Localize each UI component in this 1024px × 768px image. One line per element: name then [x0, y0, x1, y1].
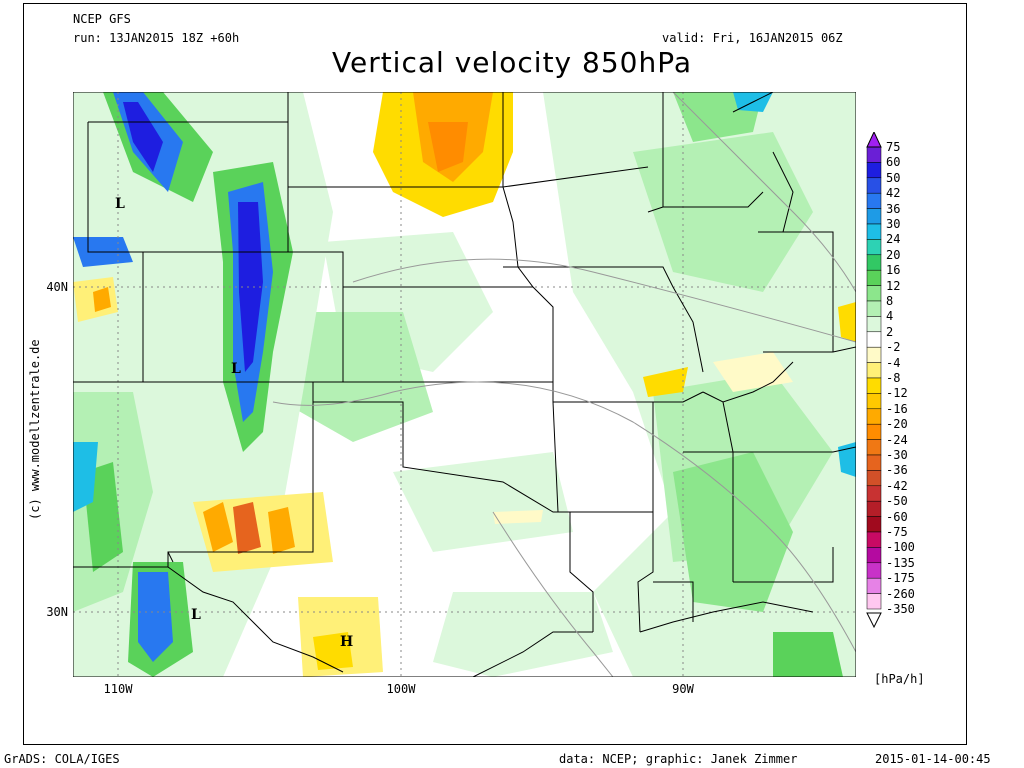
colorbar-cell — [866, 208, 882, 225]
lon-label-110w: 110W — [103, 682, 133, 696]
colorbar-label: -135 — [886, 555, 915, 570]
colorbar-label: -100 — [886, 540, 915, 555]
colorbar-cell — [866, 254, 882, 271]
colorbar-cell — [866, 316, 882, 333]
colorbar-label: -260 — [886, 586, 915, 601]
colorbar-top-arrow — [866, 132, 882, 148]
lon-label-100w: 100W — [386, 682, 416, 696]
colorbar-label: -20 — [886, 417, 908, 432]
colorbar-label: 42 — [886, 186, 901, 201]
colorbar-label: 24 — [886, 232, 901, 247]
colorbar-units: [hPa/h] — [874, 672, 925, 686]
colorbar-label: 36 — [886, 201, 901, 216]
colorbar-cell — [866, 423, 882, 440]
run-time: run: 13JAN2015 18Z +60h — [73, 31, 240, 45]
colorbar-label: 4 — [886, 309, 894, 324]
colorbar-cell — [866, 470, 882, 487]
colorbar-cell — [866, 269, 882, 286]
colorbar-label: -60 — [886, 509, 908, 524]
colorbar — [866, 132, 882, 628]
colorbar-label: 16 — [886, 263, 901, 278]
colorbar-cell — [866, 177, 882, 194]
footer-software: GrADS: COLA/IGES — [4, 752, 120, 766]
colorbar-cell — [866, 485, 882, 502]
colorbar-label: -16 — [886, 401, 908, 416]
velocity-map: L L L H — [73, 92, 856, 677]
colorbar-cell — [866, 408, 882, 425]
colorbar-label: -12 — [886, 386, 908, 401]
colorbar-cell — [866, 531, 882, 548]
colorbar-cell — [866, 300, 882, 317]
colorbar-label: -350 — [886, 602, 915, 616]
lat-label-30n: 30N — [46, 605, 68, 619]
colorbar-label: -175 — [886, 571, 915, 586]
colorbar-bottom-arrow — [866, 612, 882, 628]
colorbar-label: -50 — [886, 494, 908, 509]
colorbar-cell — [866, 593, 882, 610]
lon-label-90w: 90W — [672, 682, 694, 696]
colorbar-label: -42 — [886, 478, 908, 493]
colorbar-label: -36 — [886, 463, 908, 478]
colorbar-cell — [866, 239, 882, 256]
colorbar-cell — [866, 146, 882, 163]
model-name: NCEP GFS — [73, 12, 131, 26]
colorbar-label: 20 — [886, 247, 901, 262]
colorbar-label: 2 — [886, 324, 894, 339]
colorbar-cell — [866, 346, 882, 363]
colorbar-label: 8 — [886, 294, 894, 308]
colorbar-cell — [866, 223, 882, 240]
colorbar-label: -8 — [886, 371, 901, 385]
colorbar-label: 75 — [886, 140, 901, 154]
low-marker-2: L — [231, 361, 241, 377]
colorbar-cell — [866, 162, 882, 179]
colorbar-cell — [866, 393, 882, 410]
colorbar-cell — [866, 454, 882, 471]
isolines — [272, 92, 856, 677]
colorbar-cell — [866, 577, 882, 594]
low-marker-3: L — [191, 607, 201, 623]
valid-time: valid: Fri, 16JAN2015 06Z — [662, 31, 843, 45]
colorbar-label: 50 — [886, 170, 901, 185]
credit-text: (c) www.modellzentrale.de — [28, 339, 42, 520]
colorbar-cell — [866, 516, 882, 533]
colorbar-label: -30 — [886, 448, 908, 462]
colorbar-cell — [866, 285, 882, 302]
colorbar-label: 30 — [886, 217, 901, 231]
colorbar-cell — [866, 500, 882, 517]
colorbar-label: -75 — [886, 525, 908, 539]
map-title: Vertical velocity 850hPa — [331, 46, 692, 79]
colorbar-cell — [866, 192, 882, 209]
colorbar-label: -4 — [886, 355, 901, 370]
low-marker-1: L — [115, 196, 125, 212]
lat-label-40n: 40N — [46, 280, 68, 294]
footer-credit: data: NCEP; graphic: Janek Zimmer — [559, 752, 798, 766]
colorbar-label: -24 — [886, 432, 908, 447]
colorbar-label: 60 — [886, 155, 901, 170]
footer-timestamp: 2015-01-14-00:45 — [875, 752, 991, 766]
colorbar-cell — [866, 362, 882, 379]
colorbar-cell — [866, 377, 882, 394]
plot-frame — [23, 3, 967, 745]
colorbar-cell — [866, 547, 882, 564]
colorbar-label: 12 — [886, 278, 901, 293]
colorbar-label: -2 — [886, 340, 901, 355]
colorbar-cell — [866, 562, 882, 579]
high-marker-1: H — [340, 634, 353, 650]
boundaries — [73, 92, 856, 677]
colorbar-cell — [866, 439, 882, 456]
colorbar-cell — [866, 331, 882, 348]
